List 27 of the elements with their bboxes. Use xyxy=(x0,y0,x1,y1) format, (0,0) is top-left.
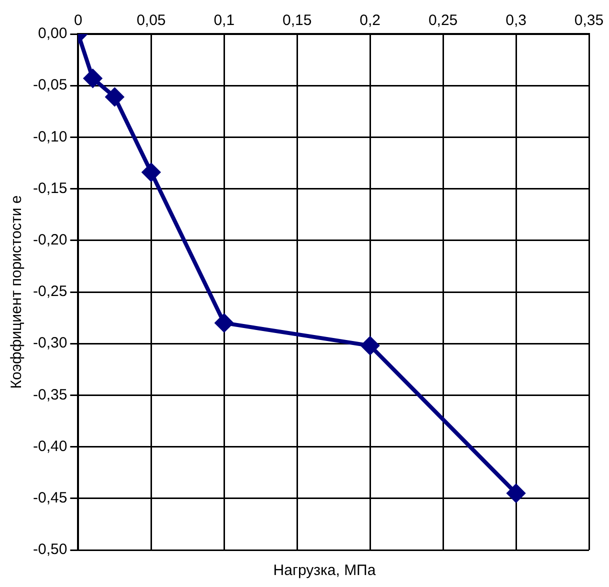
y-tick-label: -0,30 xyxy=(32,334,68,352)
y-tick-label: -0,45 xyxy=(32,490,68,507)
y-tick-label: -0,50 xyxy=(32,541,68,558)
y-axis-title: Коэффициент пористости е xyxy=(8,195,26,389)
x-tick-label: 0,2 xyxy=(360,12,381,30)
y-tick-label: -0,15 xyxy=(32,180,68,197)
y-tick-label: -0,35 xyxy=(32,386,68,404)
x-tick-label: 0 xyxy=(74,12,82,30)
y-tick-label: -0,20 xyxy=(32,232,68,249)
point xyxy=(507,484,526,502)
y-tick-label: 0,00 xyxy=(38,25,68,42)
x-tick-label: 0,25 xyxy=(428,12,458,30)
x-tick-label: 0,35 xyxy=(574,12,604,30)
point xyxy=(84,69,102,88)
y-tick-label: -0,40 xyxy=(32,438,68,455)
y-tick-label: -0,05 xyxy=(32,76,68,94)
y-tick-label: -0,10 xyxy=(32,128,68,146)
point xyxy=(106,88,124,106)
x-tick-label: 0,3 xyxy=(506,12,526,30)
x-tick-label: 0,1 xyxy=(214,12,235,30)
y-tick-label: -0,25 xyxy=(32,283,68,300)
point xyxy=(142,163,160,182)
x-axis-title: Нагрузка, МПа xyxy=(272,562,377,579)
x-tick-label: 0,15 xyxy=(282,12,312,30)
x-tick-label: 0,05 xyxy=(136,12,166,30)
point xyxy=(361,336,380,355)
point xyxy=(215,314,234,332)
